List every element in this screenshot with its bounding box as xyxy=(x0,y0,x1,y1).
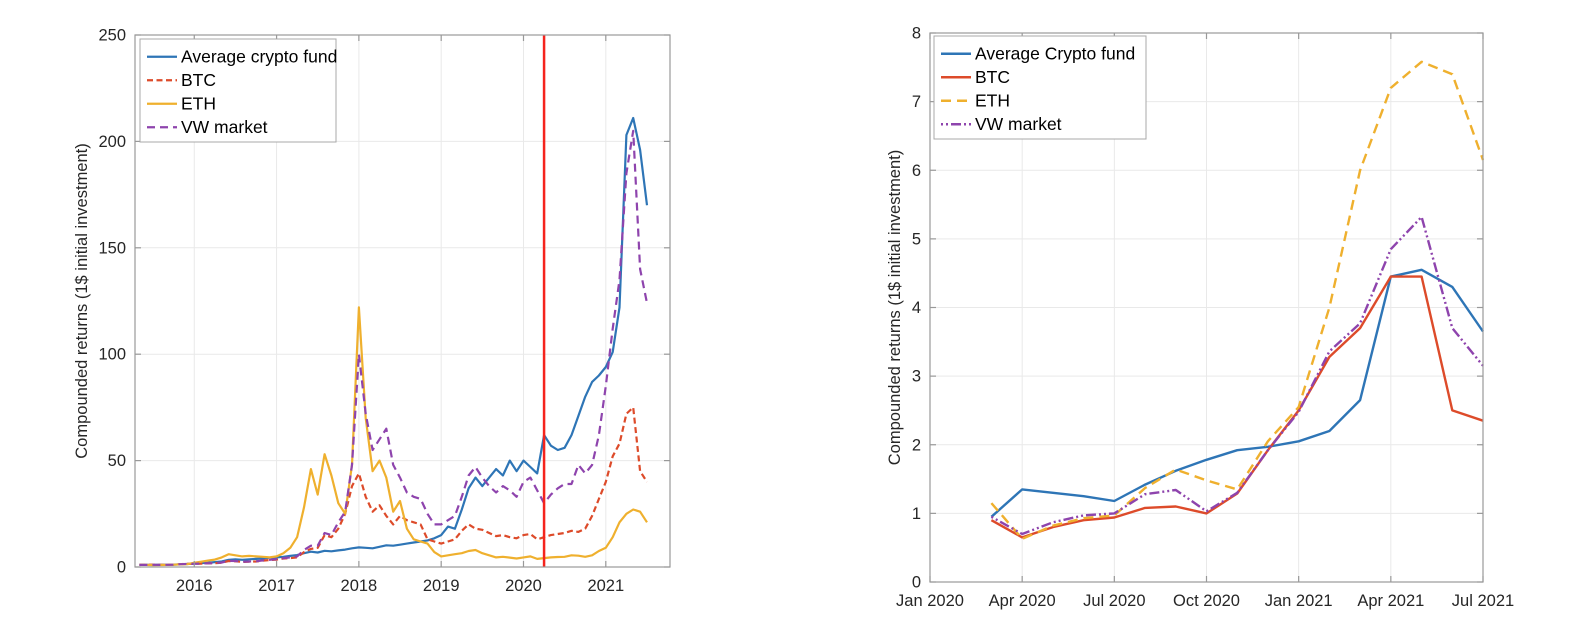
x-tick-label: 2020 xyxy=(505,577,542,595)
series-line-eth xyxy=(139,306,648,567)
x-tick-label: Apr 2021 xyxy=(1357,592,1424,610)
tick-labels: Jan 2020 Apr 2020 Jul 2020 Oct 2020 Jan 2021… xyxy=(896,25,1514,611)
y-tick-label: 7 xyxy=(912,93,921,111)
right-chart-svg: Jan 2020 Apr 2020 Jul 2020 Oct 2020 Jan 2021… xyxy=(886,25,1514,611)
legend-entry-btc: BTC xyxy=(147,70,216,90)
y-axis-label: Compounded returns (1$ initial investmen… xyxy=(73,143,91,459)
y-tick-label: 100 xyxy=(98,346,126,364)
legend-entry-vw-market: VW market xyxy=(941,114,1062,134)
x-tick-label: 2018 xyxy=(341,577,378,595)
y-tick-label: 50 xyxy=(108,452,126,470)
legend-label: VW market xyxy=(181,117,268,137)
y-tick-label: 3 xyxy=(912,368,921,386)
tick-labels: 2016 2017 2018 2019 2020 2021 0 50 100 150 200 250 xyxy=(98,27,624,596)
x-tick-label: Jan 2020 xyxy=(896,592,964,610)
legend-entry-vw-market: VW market xyxy=(147,117,268,137)
x-tick-label: 2016 xyxy=(176,577,213,595)
legend-label: ETH xyxy=(975,90,1010,110)
y-axis-label: Compounded returns (1$ initial investmen… xyxy=(886,150,904,466)
legend-entry-btc: BTC xyxy=(941,67,1010,87)
y-tick-label: 4 xyxy=(912,299,921,317)
legend-entry-average-crypto-fund: Average Crypto fund xyxy=(941,43,1135,63)
series-line-btc xyxy=(139,406,648,567)
y-tick-label: 1 xyxy=(912,505,921,523)
x-tick-label: 2017 xyxy=(258,577,295,595)
legend-entry-eth: ETH xyxy=(941,90,1010,110)
y-tick-label: 2 xyxy=(912,436,921,454)
y-tick-label: 150 xyxy=(98,239,126,257)
legend: Average crypto fund BTC ETH VW market xyxy=(139,38,337,143)
legend-label: ETH xyxy=(181,93,216,113)
legend-entry-eth: ETH xyxy=(147,93,216,113)
legend-label: BTC xyxy=(975,67,1010,87)
y-tick-label: 0 xyxy=(912,574,921,592)
series-lines xyxy=(139,116,649,567)
x-tick-label: Oct 2020 xyxy=(1173,592,1240,610)
legend-entry-average-crypto-fund: Average crypto fund xyxy=(147,46,337,66)
x-tick-label: Jul 2021 xyxy=(1452,592,1514,610)
x-tick-label: Jan 2021 xyxy=(1265,592,1333,610)
series-lines xyxy=(990,60,1485,540)
x-tick-label: Apr 2020 xyxy=(989,592,1056,610)
left-chart-svg: 2016 2017 2018 2019 2020 2021 0 50 100 150 200 250 C… xyxy=(73,27,671,596)
x-tick-label: Jul 2020 xyxy=(1083,592,1145,610)
legend-label: BTC xyxy=(181,70,216,90)
axis-ticks xyxy=(929,32,1484,583)
legend: Average Crypto fund BTC ETH VW market xyxy=(933,35,1147,140)
legend-label: Average Crypto fund xyxy=(975,43,1135,63)
y-tick-label: 200 xyxy=(98,133,126,151)
legend-label: VW market xyxy=(975,114,1062,134)
y-tick-label: 250 xyxy=(98,27,126,45)
x-tick-label: 2021 xyxy=(587,577,624,595)
series-line-vw-market xyxy=(139,129,649,567)
series-line-eth xyxy=(990,60,1485,540)
series-line-vw-market xyxy=(990,215,1484,536)
legend-label: Average crypto fund xyxy=(181,46,337,66)
x-tick-label: 2019 xyxy=(423,577,460,595)
y-tick-label: 8 xyxy=(912,25,921,43)
axes-box xyxy=(134,34,671,568)
series-line-average-crypto-fund xyxy=(990,268,1484,518)
y-tick-label: 0 xyxy=(117,559,126,577)
y-tick-label: 6 xyxy=(912,162,921,180)
y-tick-label: 5 xyxy=(912,230,921,248)
